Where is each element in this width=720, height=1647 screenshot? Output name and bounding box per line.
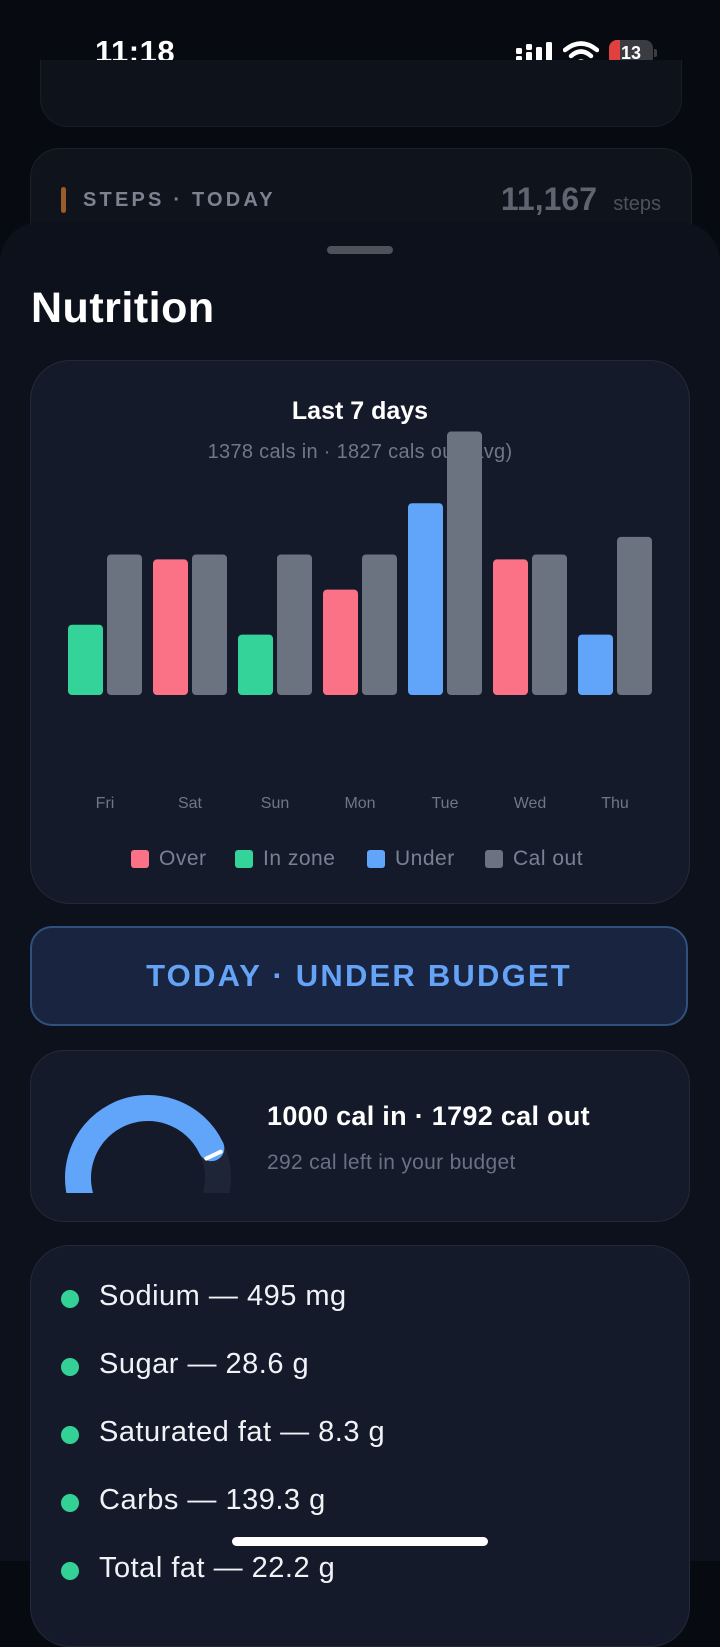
bar-cal-out-sat	[192, 554, 227, 695]
x-tick-label: Mon	[344, 795, 375, 812]
status-dot-icon	[61, 1290, 79, 1308]
steps-accent-bar	[61, 187, 66, 213]
calorie-bar-chart: Fri Sat Sun Mon Tue Wed Thu	[68, 431, 652, 812]
legend-label: In zone	[263, 847, 336, 870]
today-status-banner: TODAY · UNDER BUDGET	[30, 926, 688, 1026]
steps-value: 11,167	[500, 181, 597, 217]
steps-unit: steps	[613, 193, 661, 215]
x-tick-label: Fri	[96, 795, 115, 812]
background-card	[40, 60, 682, 127]
legend-swatch	[367, 850, 385, 868]
status-dot-icon	[61, 1494, 79, 1512]
legend-swatch	[131, 850, 149, 868]
nutrient-label: Sugar — 28.6 g	[99, 1348, 310, 1380]
chart-legend: Over In zone Under Cal out	[31, 845, 689, 875]
legend-label: Under	[395, 847, 455, 870]
nutrient-item: Sugar — 28.6 g	[31, 1340, 689, 1390]
sheet-grabber-handle[interactable]	[327, 246, 393, 254]
x-tick-label: Tue	[432, 795, 459, 812]
legend-label: Cal out	[513, 847, 584, 870]
bar-cal-in-sat	[153, 559, 188, 695]
chart-title: Last 7 days	[291, 397, 429, 425]
bar-cal-out-tue	[447, 431, 482, 695]
sheet-title: Nutrition	[31, 284, 215, 332]
bar-cal-out-thu	[617, 536, 652, 695]
gauge-marker	[204, 1149, 223, 1161]
status-dot-icon	[61, 1426, 79, 1444]
battery-level: 13	[620, 43, 642, 63]
nutrient-item: Sodium — 495 mg	[31, 1272, 689, 1322]
bar-cal-in-wed	[493, 559, 528, 695]
legend-swatch	[485, 850, 503, 868]
legend-label: Over	[159, 847, 207, 870]
x-tick-label: Sat	[178, 795, 203, 812]
nutrient-item: Total fat — 22.2 g	[31, 1544, 689, 1594]
bar-cal-in-tue	[408, 503, 443, 695]
calorie-gauge	[65, 1095, 231, 1193]
x-tick-label: Wed	[514, 795, 547, 812]
nutrient-label: Sodium — 495 mg	[99, 1280, 347, 1312]
steps-label: STEPS · TODAY	[83, 189, 276, 211]
status-dot-icon	[61, 1562, 79, 1580]
bar-cal-in-fri	[68, 624, 103, 695]
nutrients-card: Sodium — 495 mg Sugar — 28.6 g Saturated f…	[30, 1245, 690, 1647]
gauge-fill	[65, 1095, 225, 1193]
nutrient-item: Saturated fat — 8.3 g	[31, 1408, 689, 1458]
home-indicator	[232, 1537, 488, 1546]
bar-cal-out-mon	[362, 554, 397, 695]
today-status-label: TODAY · UNDER BUDGET	[146, 958, 572, 993]
bar-cal-out-sun	[277, 554, 312, 695]
x-tick-label: Sun	[261, 795, 289, 812]
budget-card: 1000 cal in · 1792 cal out 292 cal left …	[30, 1050, 690, 1222]
nutrition-sheet: Nutrition Last 7 days 1378 cals in · 182…	[0, 222, 720, 1647]
status-dot-icon	[61, 1358, 79, 1376]
legend-swatch	[235, 850, 253, 868]
nutrient-item: Carbs — 139.3 g	[31, 1476, 689, 1526]
nutrient-label: Total fat — 22.2 g	[99, 1552, 336, 1584]
bar-cal-out-wed	[532, 554, 567, 695]
nutrient-label: Saturated fat — 8.3 g	[99, 1416, 386, 1448]
bar-cal-in-thu	[578, 634, 613, 695]
nutrient-label: Carbs — 139.3 g	[99, 1484, 326, 1516]
status-bar: 11:18 13	[0, 0, 720, 104]
chart-subtitle: 1378 cals in · 1827 cals out (avg)	[207, 441, 513, 463]
bar-cal-in-mon	[323, 589, 358, 695]
bar-cal-in-sun	[238, 634, 273, 695]
x-tick-label: Thu	[601, 795, 629, 812]
budget-remaining: 292 cal left in your budget	[267, 1151, 516, 1174]
chart-card: Last 7 days 1378 cals in · 1827 cals out…	[30, 360, 690, 904]
bar-cal-out-fri	[107, 554, 142, 695]
budget-summary: 1000 cal in · 1792 cal out	[267, 1101, 590, 1131]
